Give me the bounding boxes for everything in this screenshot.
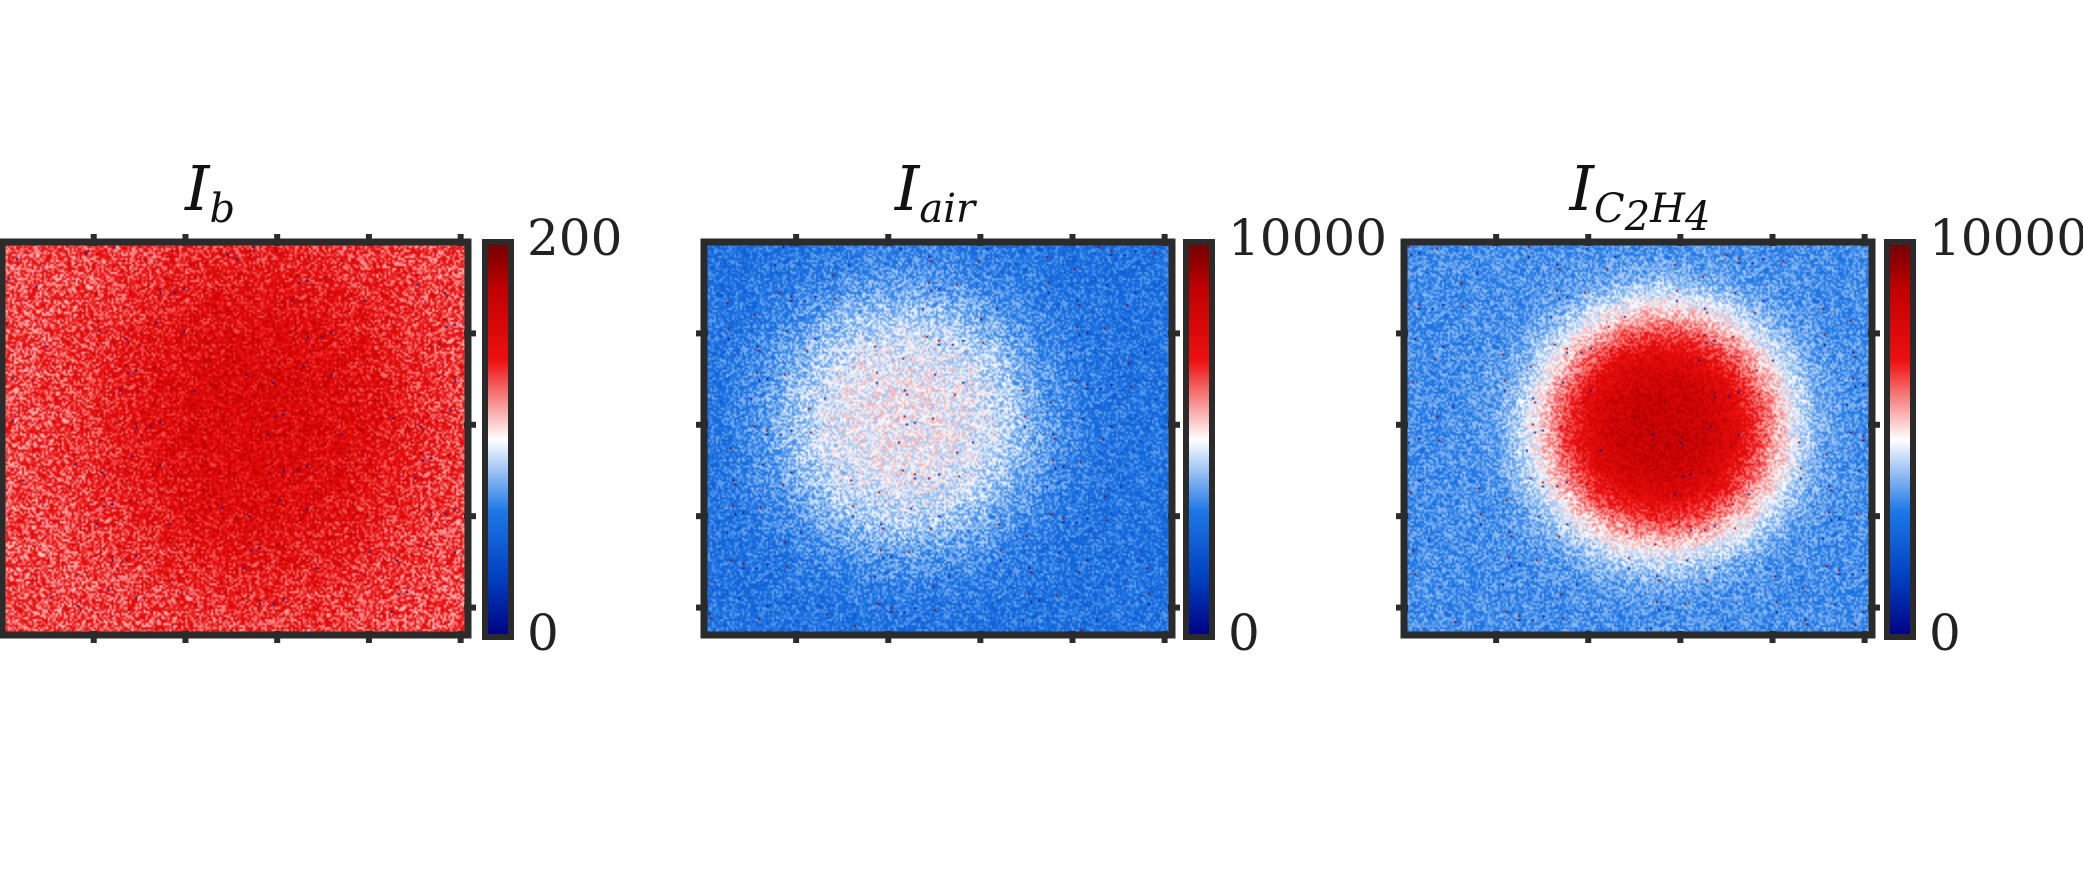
colorbar-min-label-ib: 0 [527, 604, 559, 662]
colorbar-max-label-ib: 200 [527, 209, 622, 267]
panel-ib: Ib 200 0 [0, 152, 622, 662]
heatmap-image-ic2h4 [1404, 242, 1872, 635]
heatmap-image-iair [704, 242, 1172, 635]
colorbar-max-label-ic2h4: 10000 [1929, 209, 2083, 267]
colorbar-ib [482, 239, 514, 640]
title-ib: Ib [184, 152, 235, 232]
axis-ticks-iair [696, 234, 1180, 643]
axis-ticks-ic2h4 [1396, 234, 1880, 643]
colorbar-ic2h4 [1884, 239, 1916, 640]
plot-frame-iair [700, 238, 1176, 639]
heatmap-image-ib [2, 242, 468, 635]
colorbar-max-label-iair: 10000 [1228, 209, 1387, 267]
title-iair: Iair [894, 152, 978, 232]
plot-frame-ic2h4 [1400, 238, 1876, 639]
colorbar-iair [1183, 239, 1215, 640]
colorbar-min-label-iair: 0 [1228, 604, 1260, 662]
title-ic2h4: IC2H4 [1569, 152, 1711, 240]
axis-ticks-ib [90, 234, 476, 643]
colorbar-min-label-ic2h4: 0 [1929, 604, 1961, 662]
panel-ic2h4: IC2H4 10000 0 [1396, 152, 2083, 662]
plot-frame-ib [0, 238, 472, 639]
panel-iair: Iair 10000 0 [696, 152, 1387, 662]
